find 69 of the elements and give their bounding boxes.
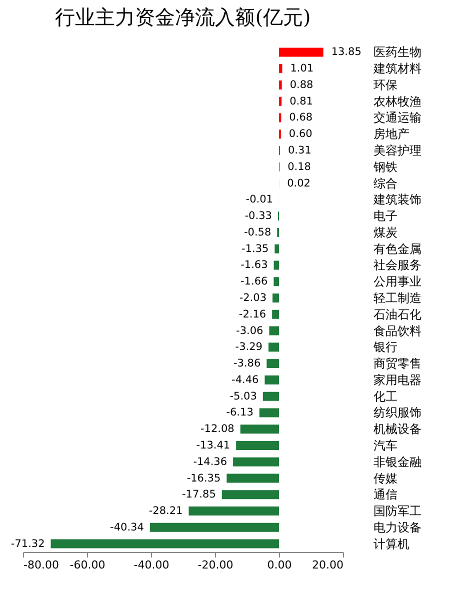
data-label: -0.33: [244, 210, 272, 222]
data-label: -2.03: [239, 292, 267, 304]
y-tick-label: 商贸零售: [374, 356, 422, 371]
data-label: 0.60: [288, 128, 312, 140]
y-tick-label: 公用事业: [374, 274, 422, 289]
data-label: -3.86: [233, 358, 261, 370]
y-tick-label: 轻工制造: [374, 291, 422, 305]
data-label: -5.03: [230, 390, 257, 402]
y-tick-label: 医药生物: [374, 45, 422, 60]
data-label: -17.85: [182, 488, 216, 501]
y-tick-label: 纺织服饰: [374, 406, 422, 420]
data-label: 0.18: [288, 160, 311, 173]
data-label: -3.06: [236, 324, 264, 337]
y-tick-label: 环保: [374, 78, 398, 92]
data-label: -1.63: [240, 259, 268, 272]
y-tick-label: 国防军工: [374, 504, 422, 518]
y-tick-label: 综合: [374, 176, 398, 190]
data-label: 1.01: [290, 62, 314, 75]
data-label: -0.01: [246, 194, 273, 206]
y-tick-label: 钢铁: [372, 160, 398, 174]
y-tick-label: 食品饮料: [374, 324, 422, 338]
data-label: -4.46: [232, 374, 260, 386]
data-label: -16.35: [186, 472, 221, 484]
y-tick-label: 家用电器: [374, 372, 422, 387]
data-label: 13.85: [331, 46, 362, 58]
x-tick-label: 0.00: [267, 558, 292, 572]
y-tick-label: 建筑材料: [372, 62, 422, 76]
y-tick-label: 机械设备: [374, 422, 422, 436]
y-tick-label: 有色金属: [374, 242, 422, 256]
x-tick-label: -60.00: [70, 558, 106, 572]
y-tick-label: 建筑装饰: [372, 192, 422, 207]
y-tick-label: 计算机: [374, 536, 410, 551]
data-label: -1.35: [242, 242, 269, 255]
y-tick-label: 房地产: [374, 127, 410, 142]
data-label: 0.31: [288, 144, 312, 157]
y-tick-label: 交通运输: [374, 110, 422, 125]
data-label: -0.58: [244, 226, 272, 238]
data-label: -1.66: [240, 276, 268, 288]
data-label: -71.32: [10, 538, 45, 550]
data-label: -28.21: [148, 505, 183, 518]
data-label: 0.81: [290, 95, 313, 108]
data-label: -12.08: [200, 423, 234, 436]
chart-title: 行业主力资金净流入额(亿元): [55, 5, 311, 29]
y-tick-label: 电力设备: [374, 520, 422, 534]
y-tick-label: 美容护理: [374, 144, 422, 158]
data-label: 0.88: [290, 78, 314, 91]
y-tick-label: 电子: [374, 209, 398, 224]
data-label: -3.29: [235, 341, 262, 354]
x-tick-label: 20.00: [312, 558, 344, 572]
y-tick-label: 化工: [374, 389, 398, 404]
data-label: 0.68: [289, 112, 313, 124]
x-tick-label: -40.00: [134, 558, 170, 572]
y-tick-label: 非银金融: [374, 454, 422, 469]
x-tick-label: -80.00: [24, 558, 59, 572]
data-label: -14.36: [193, 456, 228, 468]
y-tick-label: 传媒: [374, 471, 398, 486]
y-tick-label: 煤炭: [374, 225, 398, 240]
y-tick-label: 农林牧渔: [374, 94, 422, 108]
data-label: 0.02: [287, 177, 310, 190]
x-tick-label: -20.00: [198, 558, 234, 572]
data-label: -2.16: [238, 308, 266, 320]
data-label: -6.13: [226, 406, 254, 419]
data-label: -40.34: [110, 521, 144, 534]
data-label: -13.41: [196, 439, 230, 452]
y-tick-label: 银行: [372, 340, 398, 354]
y-tick-label: 石油石化: [374, 307, 422, 322]
y-tick-label: 汽车: [374, 438, 398, 452]
y-tick-label: 通信: [374, 488, 398, 502]
y-tick-label: 社会服务: [374, 258, 422, 272]
